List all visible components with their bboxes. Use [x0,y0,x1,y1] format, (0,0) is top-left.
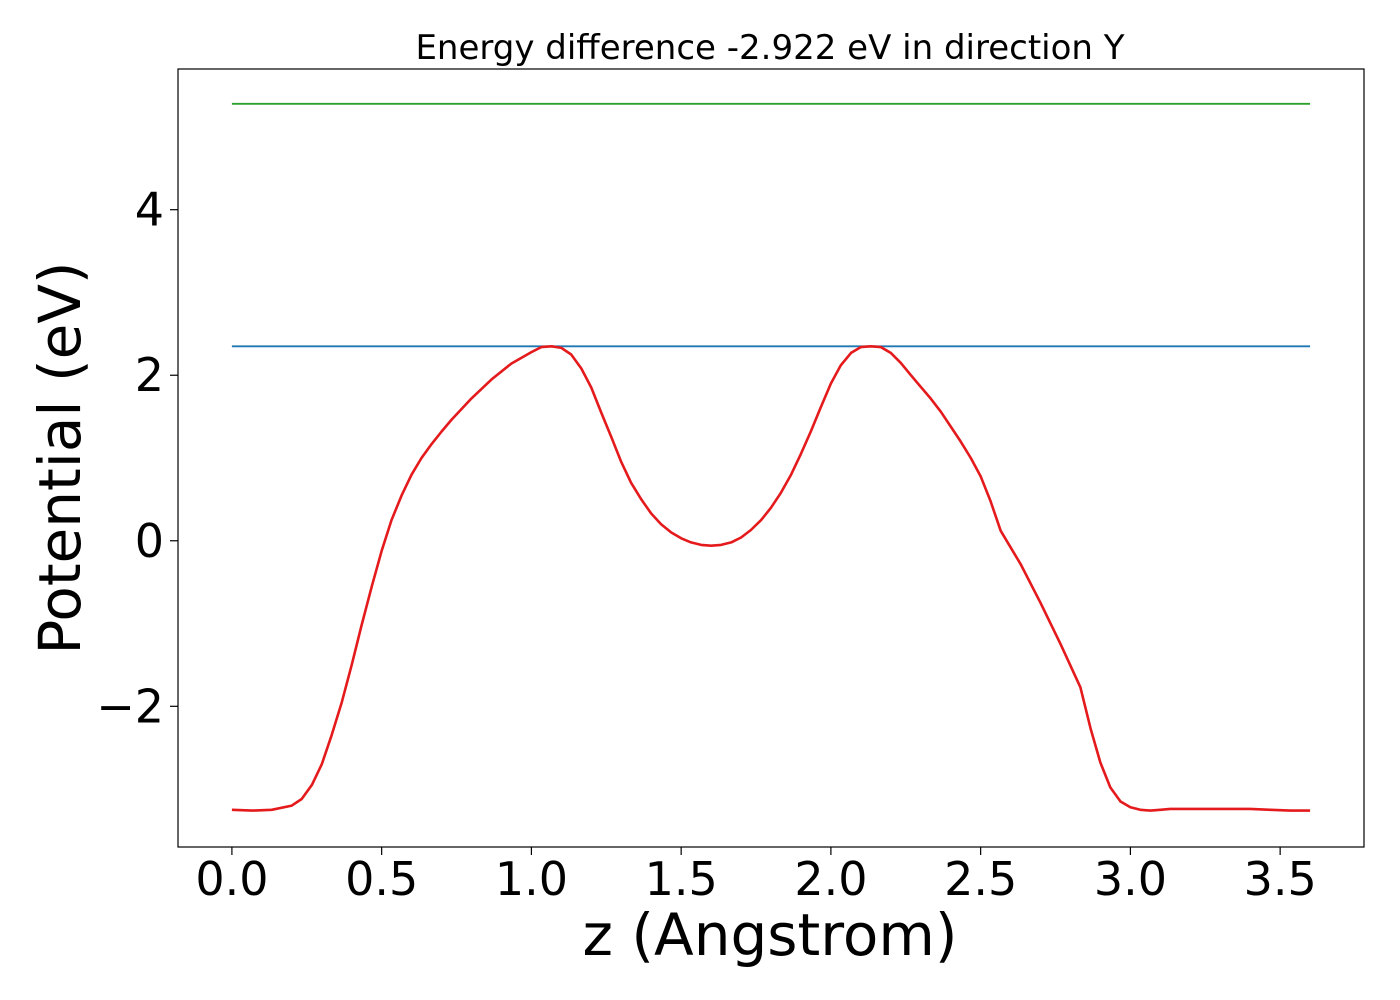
series-layer [231,102,1311,812]
chart-title: Energy difference -2.922 eV in direction… [415,28,1124,68]
y-axis: −2 0 2 4 [96,183,178,733]
x-tick-label: 2.0 [794,852,867,906]
y-tick-label: −2 [96,679,164,733]
x-tick-label: 1.5 [645,852,718,906]
y-tick-label: 4 [135,183,164,237]
y-tick-label: 0 [135,514,164,568]
x-axis: 0.0 0.5 1.0 1.5 2.0 2.5 3.0 3.5 [195,847,1317,906]
x-tick-label: 2.5 [944,852,1017,906]
x-tick-label: 3.0 [1094,852,1167,906]
y-axis-label: Potential (eV) [26,261,94,654]
x-tick-label: 1.0 [495,852,568,906]
x-axis-label: z (Angstrom) [583,901,958,969]
x-tick-label: 3.5 [1244,852,1317,906]
y-tick-label: 2 [135,348,164,402]
x-tick-label: 0.5 [345,852,418,906]
plot-area-frame [177,68,1365,848]
series-line-potential [231,344,1311,812]
x-tick-label: 0.0 [195,852,268,906]
